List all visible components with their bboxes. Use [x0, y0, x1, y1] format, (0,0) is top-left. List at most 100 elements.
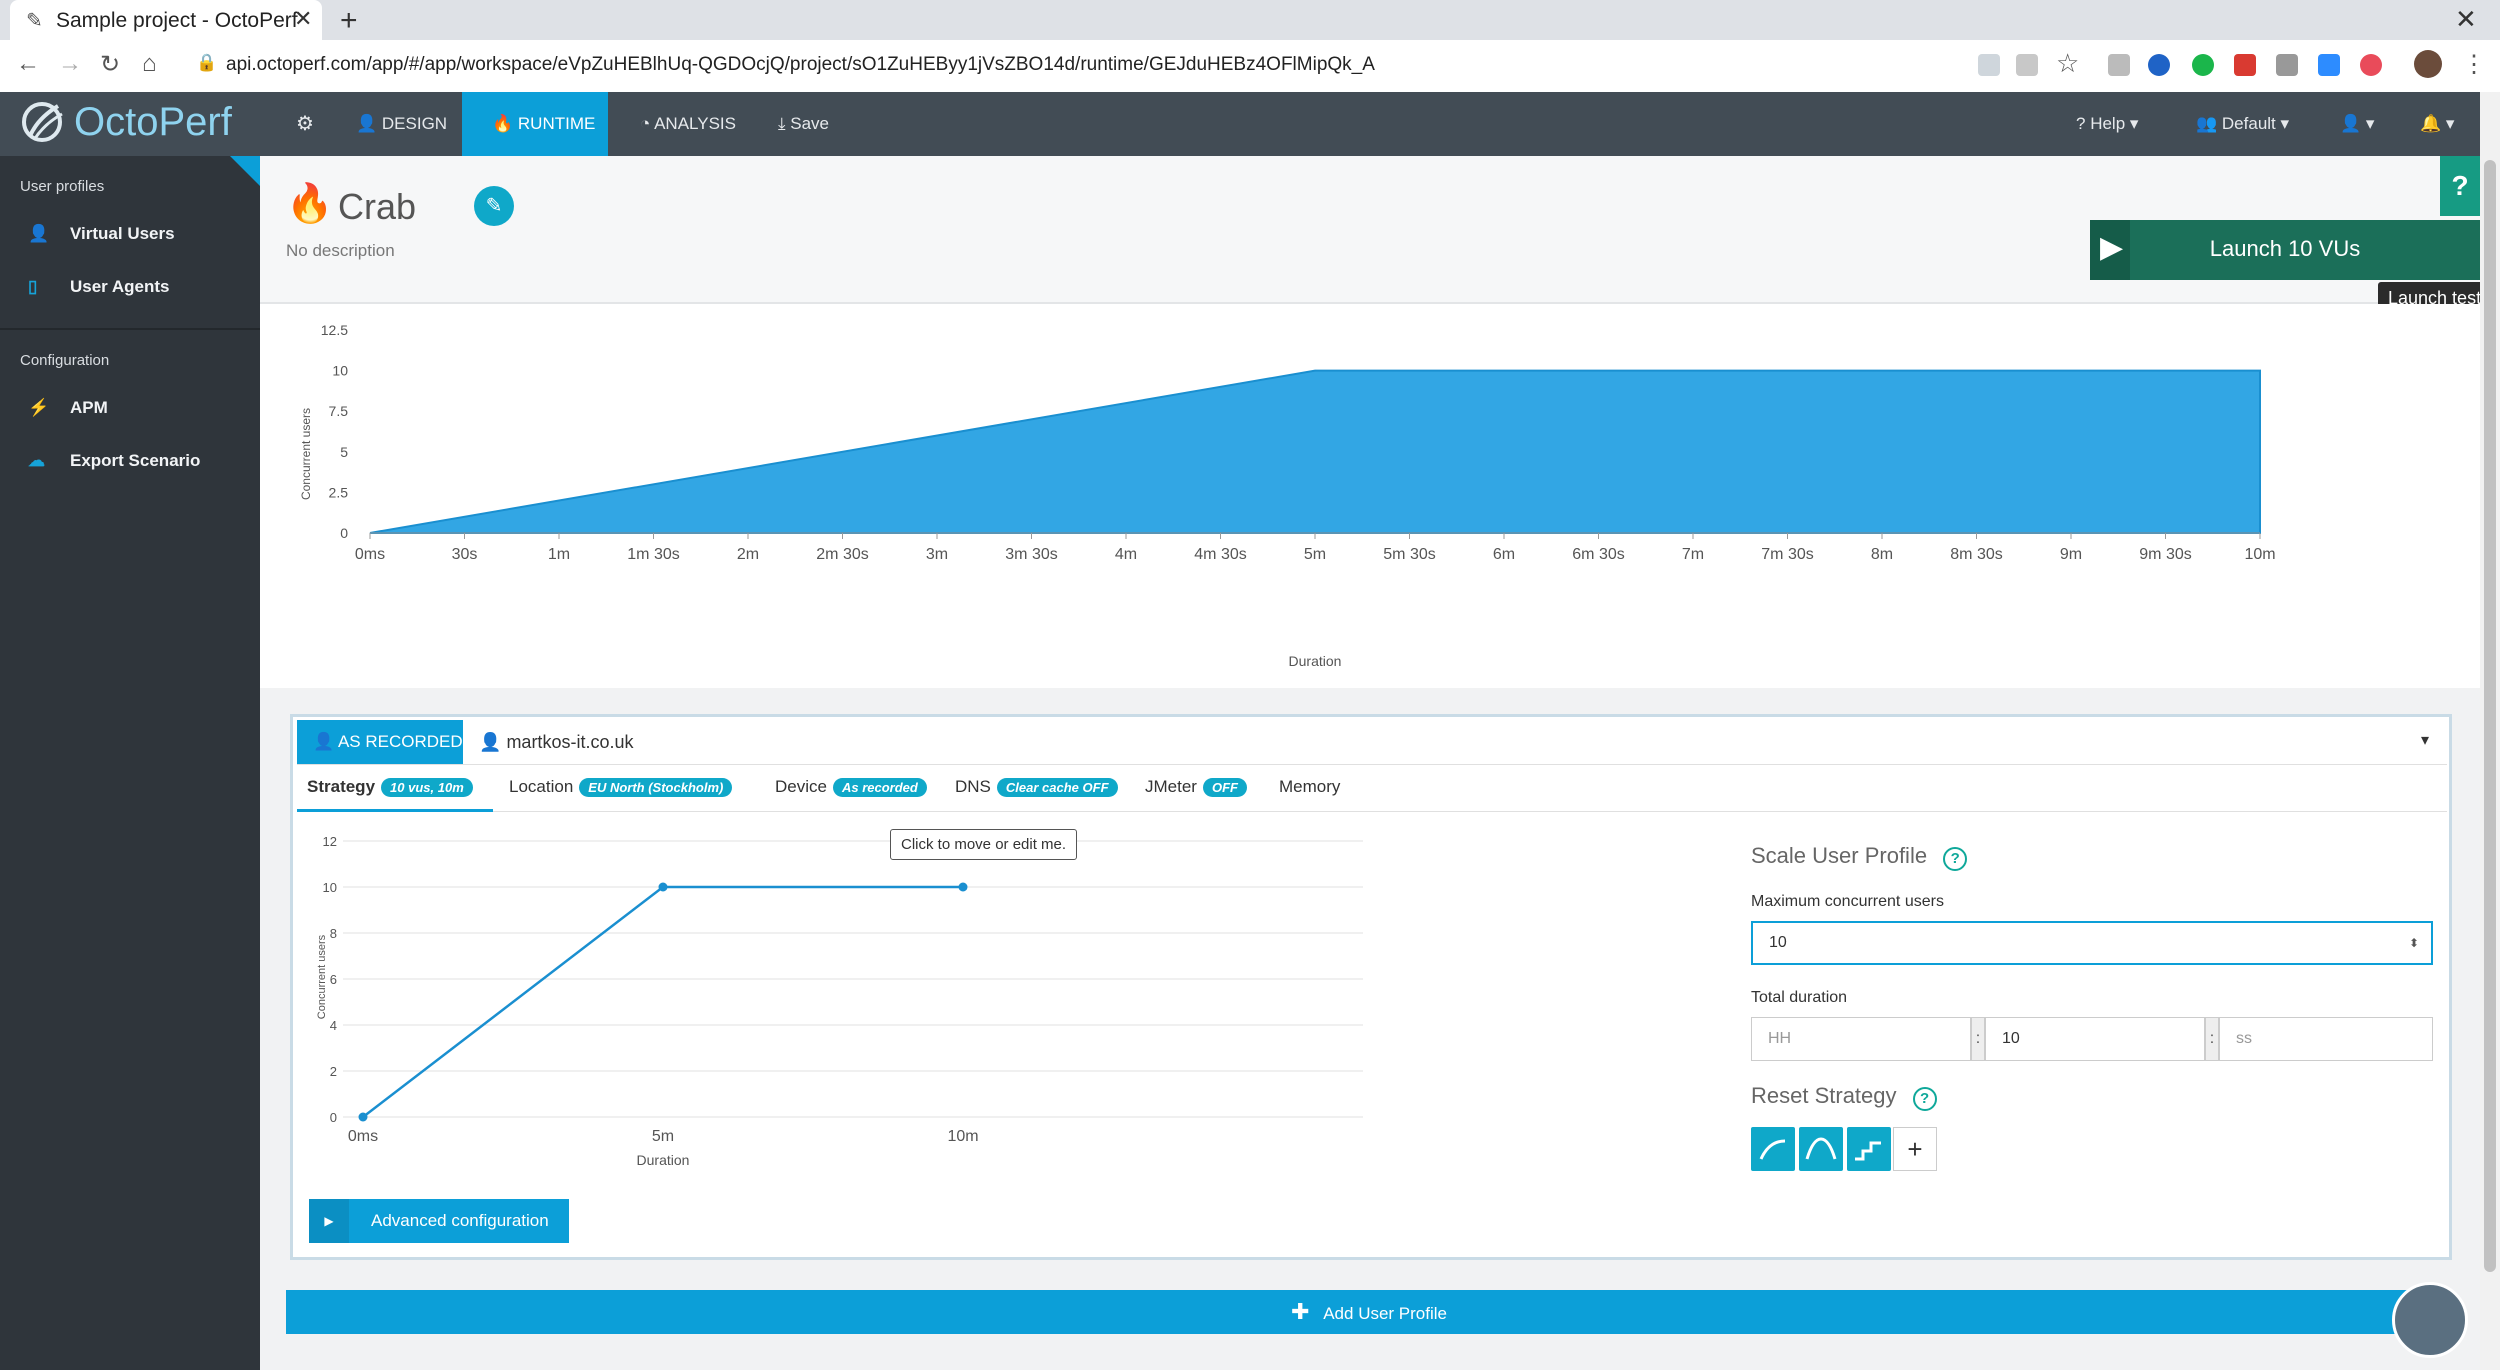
sidebar-item-export-scenario[interactable]: ☁ Export Scenario: [28, 451, 200, 479]
save-button[interactable]: ⤓ Save: [778, 92, 829, 156]
key-icon[interactable]: [2016, 54, 2038, 76]
close-tab-icon[interactable]: ✕: [294, 6, 313, 31]
browser-menu-icon[interactable]: ⋮: [2462, 51, 2486, 78]
tab-location[interactable]: Location EU North (Stockholm): [509, 777, 733, 798]
mobile-icon: ▯: [28, 277, 38, 296]
as-recorded-button[interactable]: 👤 AS RECORDED: [297, 720, 463, 764]
ramp-up-strategy-button[interactable]: [1751, 1127, 1795, 1171]
strategy-line: [362, 885, 963, 1118]
y-tick-label: 2: [330, 1064, 337, 1079]
window-close-icon[interactable]: ✕: [2455, 4, 2477, 34]
y-axis-title: Concurrent users: [299, 408, 313, 500]
tab-memory[interactable]: Memory: [1279, 777, 1340, 797]
browser-tab[interactable]: ✎ Sample project - OctoPerf ✕: [10, 0, 322, 40]
blue-extension-icon[interactable]: [2148, 54, 2170, 76]
red-extension-icon[interactable]: [2234, 54, 2256, 76]
bookmark-star-icon[interactable]: ☆: [2056, 48, 2080, 78]
step-strategy-button[interactable]: [1847, 1127, 1891, 1171]
x-tick-label: 3m 30s: [1005, 546, 1057, 563]
notifications-menu[interactable]: 🔔 ▾: [2420, 92, 2454, 156]
reload-icon[interactable]: ↻: [100, 51, 121, 78]
nav-runtime[interactable]: 🔥 RUNTIME: [462, 92, 608, 156]
nav-analysis[interactable]: ◔ ANALYSIS: [640, 92, 736, 156]
spinner-icon[interactable]: ⬍: [2408, 936, 2419, 950]
x-tick-label: 7m: [1682, 546, 1704, 563]
runtime-description: No description: [286, 241, 395, 260]
green-extension-icon[interactable]: [2192, 54, 2214, 76]
plus-icon: ✚: [1290, 1299, 1310, 1324]
strategy-point: [658, 882, 668, 892]
ramp-up-down-strategy-button[interactable]: [1799, 1127, 1843, 1171]
tab-jmeter[interactable]: JMeter OFF: [1145, 777, 1247, 798]
profile-avatar[interactable]: [2414, 50, 2442, 78]
add-user-profile-button[interactable]: ✚ Add User Profile: [286, 1290, 2452, 1334]
edit-pencil-icon[interactable]: ✎: [474, 186, 514, 226]
scrollbar-thumb[interactable]: [2484, 160, 2496, 1272]
virtual-user-select[interactable]: 👤 martkos-it.co.uk: [479, 720, 633, 764]
users-icon: 👥: [2196, 114, 2218, 133]
duration-hours-input[interactable]: HH: [1751, 1017, 1971, 1061]
advanced-configuration-button[interactable]: ▶ Advanced configuration: [309, 1199, 569, 1243]
runtime-name: Crab: [338, 186, 417, 227]
zoom-extension-icon[interactable]: [2318, 54, 2340, 76]
octoperf-logo[interactable]: OctoPerf: [18, 98, 232, 150]
forward-icon[interactable]: →: [58, 50, 82, 77]
step-icon: [1855, 1141, 1881, 1161]
duration-minutes-input[interactable]: 10: [1985, 1017, 2205, 1061]
seconds-placeholder: ss: [2236, 1030, 2252, 1047]
runtime-title-area: 🔥 Crab No description ✎ ▶ Launch 10 VUs …: [260, 156, 2480, 304]
workspace-menu[interactable]: 👥 Default ▾: [2196, 92, 2289, 156]
caret-right-icon: ▶: [309, 1199, 349, 1243]
capture-extension-icon[interactable]: [2276, 54, 2298, 76]
sidebar-collapse-toggle[interactable]: [230, 156, 260, 186]
max-users-input[interactable]: 10 ⬍: [1751, 921, 2433, 965]
load-overview-chart: 12.5 10 7.5 5 2.5 0 0ms 30s 1m 1m 30s 2m 2m 30s 3m 3m…: [260, 304, 2480, 688]
strategy-chart[interactable]: 12 10 8 6 4 2 0 0ms 5m 10m Duration Concurrent user…: [303, 827, 1723, 1187]
launch-test-button[interactable]: ▶ Launch 10 VUs: [2090, 220, 2480, 280]
help-circle-icon[interactable]: ?: [1912, 1087, 1937, 1111]
screenshot-extension-icon[interactable]: [2108, 54, 2130, 76]
account-menu[interactable]: 👤 ▾: [2340, 92, 2374, 156]
tab-dns[interactable]: DNS Clear cache OFF: [955, 777, 1118, 798]
pink-extension-icon[interactable]: [2360, 54, 2382, 76]
tab-jmeter-label: JMeter: [1145, 777, 1197, 796]
sidebar-item-label: User Agents: [70, 277, 170, 296]
home-icon[interactable]: ⌂: [142, 50, 157, 77]
help-tab-button[interactable]: ?: [2440, 156, 2480, 216]
question-circle-icon: ?: [2076, 114, 2086, 133]
max-users-label: Maximum concurrent users: [1751, 893, 1944, 910]
dns-badge: Clear cache OFF: [996, 778, 1118, 798]
sidebar-item-label: APM: [70, 398, 108, 417]
url-field[interactable]: 🔒 api.octoperf.com/app/#/app/workspace/e…: [196, 48, 1986, 82]
y-tick-label: 10: [332, 363, 348, 379]
chat-agent-avatar[interactable]: [2392, 1282, 2468, 1358]
sidebar-item-user-agents[interactable]: ▯ User Agents: [28, 277, 170, 305]
tab-strategy[interactable]: Strategy 10 vus, 10m: [307, 777, 473, 798]
caret-down-icon[interactable]: ▾: [2421, 732, 2430, 749]
add-strategy-plus-icon[interactable]: +: [1893, 1127, 1937, 1171]
user-icon: 👤: [356, 114, 378, 133]
workspace-icon[interactable]: ⚙: [296, 113, 314, 135]
new-tab-icon[interactable]: +: [340, 4, 358, 37]
x-tick-label: 1m: [548, 546, 570, 563]
x-tick-label: 4m 30s: [1194, 546, 1246, 563]
duration-seconds-input[interactable]: ss: [2219, 1017, 2433, 1061]
help-circle-icon[interactable]: ?: [1943, 847, 1968, 871]
device-badge: As recorded: [832, 778, 927, 798]
sidebar-item-apm[interactable]: ⚡ APM: [28, 398, 108, 426]
download-icon: ⤓: [778, 114, 786, 133]
back-icon[interactable]: ←: [16, 50, 40, 77]
tab-device[interactable]: Device As recorded: [775, 777, 927, 798]
nav-design[interactable]: 👤 DESIGN: [356, 92, 447, 156]
sidebar-item-virtual-users[interactable]: 👤 Virtual Users: [28, 224, 175, 252]
translate-extension-icon[interactable]: [1978, 54, 2000, 76]
y-tick-label: 6: [330, 972, 337, 987]
duration-separator: :: [2205, 1017, 2219, 1061]
help-menu[interactable]: ? Help ▾: [2076, 92, 2138, 156]
user-icon: 👤: [28, 224, 50, 243]
profile-tabs: Strategy 10 vus, 10m Location EU North (St…: [297, 765, 2447, 812]
y-tick-label: 2.5: [329, 484, 349, 500]
user-profile-panel: 👤 AS RECORDED 👤 martkos-it.co.uk ▾ Strat…: [290, 714, 2452, 1260]
duration-separator: :: [1971, 1017, 1985, 1061]
sidebar-item-label: Virtual Users: [70, 224, 175, 243]
